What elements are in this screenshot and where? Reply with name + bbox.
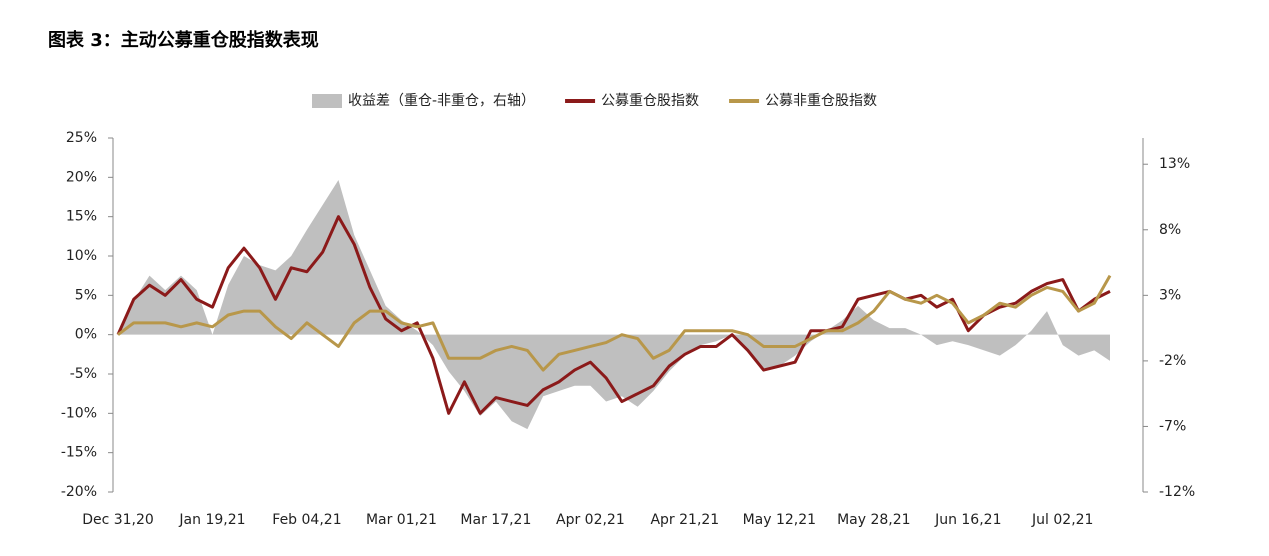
- y-tick-label: -10%: [61, 405, 97, 421]
- x-tick-label: Mar 01,21: [366, 512, 437, 528]
- x-tick-label: Jul 02,21: [1031, 512, 1093, 528]
- legend-label: 公募非重仓股指数: [765, 93, 877, 109]
- x-tick-label: May 28,21: [837, 512, 910, 528]
- x-tick-label: Jun 16,21: [934, 512, 1001, 528]
- y-tick-label: 0%: [75, 327, 97, 343]
- y-tick-label: -15%: [61, 445, 97, 461]
- x-tick-label: Mar 17,21: [460, 512, 531, 528]
- legend-label: 公募重仓股指数: [601, 93, 699, 109]
- line: [116, 215, 1111, 415]
- y2-tick-label: -12%: [1159, 484, 1195, 500]
- legend-swatch: [312, 94, 342, 108]
- legend-label: 收益差（重仓-非重仓，右轴）: [348, 93, 535, 109]
- x-tick-label: Jan 19,21: [178, 512, 245, 528]
- x-tick-label: Feb 04,21: [272, 512, 341, 528]
- y2-tick-label: 13%: [1159, 156, 1190, 172]
- x-tick-label: May 12,21: [743, 512, 816, 528]
- y-tick-label: 20%: [66, 169, 97, 185]
- y2-tick-label: 8%: [1159, 222, 1181, 238]
- x-tick-label: Apr 21,21: [650, 512, 719, 528]
- y2-tick-label: 3%: [1159, 287, 1181, 303]
- y-tick-label: -5%: [70, 366, 97, 382]
- line: [117, 274, 1112, 372]
- y2-tick-label: -2%: [1159, 353, 1186, 369]
- x-tick-label: Dec 31,20: [82, 512, 154, 528]
- y-tick-label: 5%: [75, 287, 97, 303]
- y2-tick-label: -7%: [1159, 418, 1186, 434]
- x-tick-label: Apr 02,21: [556, 512, 625, 528]
- area: [118, 179, 1110, 430]
- y-tick-label: 15%: [66, 209, 97, 225]
- y-tick-label: 10%: [66, 248, 97, 264]
- y-tick-label: -20%: [61, 484, 97, 500]
- y-tick-label: 25%: [66, 130, 97, 146]
- chart-title: 图表 3：主动公募重仓股指数表现: [48, 29, 319, 51]
